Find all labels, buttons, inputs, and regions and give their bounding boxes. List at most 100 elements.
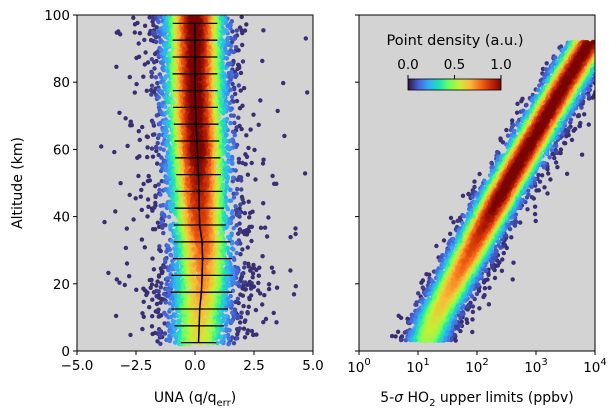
left-density-point-456 xyxy=(237,211,242,216)
left-density-point-157 xyxy=(132,90,137,95)
left-density-point-230 xyxy=(145,154,150,160)
left-density-point-655 xyxy=(165,243,171,249)
left-density-point-725 xyxy=(159,75,164,80)
left-density-point-204 xyxy=(154,148,159,154)
left-density-point-155 xyxy=(302,171,308,176)
left-density-point-1630 xyxy=(168,96,173,101)
left-density-point-285 xyxy=(148,38,154,43)
left-density-point-763 xyxy=(227,139,232,144)
left-density-point-308 xyxy=(243,318,248,323)
left-density-point-375 xyxy=(151,16,156,22)
left-density-point-39 xyxy=(127,192,132,198)
left-density-point-399 xyxy=(153,39,159,45)
left-density-point-42 xyxy=(150,227,156,232)
left-density-point-538 xyxy=(163,257,168,262)
left-density-point-373 xyxy=(158,341,163,346)
left-density-point-434 xyxy=(154,113,159,118)
left-density-point-585 xyxy=(155,29,160,34)
left-density-point-73 xyxy=(250,275,255,280)
left-density-point-403 xyxy=(239,187,244,192)
left-density-point-98 xyxy=(246,261,251,266)
left-density-point-307 xyxy=(238,252,243,257)
left-density-point-1739 xyxy=(221,252,226,257)
left-density-point-156 xyxy=(261,157,266,162)
left-density-point-162 xyxy=(160,269,165,274)
left-density-point-3436 xyxy=(201,319,206,324)
left-density-point-325 xyxy=(147,15,152,20)
left-density-point-626 xyxy=(226,342,231,347)
left-density-point-1021 xyxy=(172,340,178,345)
left-density-point-511 xyxy=(157,187,162,193)
left-density-point-300 xyxy=(151,23,156,28)
left-density-point-253 xyxy=(251,332,256,338)
left-density-point-393 xyxy=(240,271,245,277)
left-density-point-778 xyxy=(159,47,164,53)
left-density-point-110 xyxy=(288,234,293,240)
left-density-point-4 xyxy=(124,226,129,231)
left-density-point-101 xyxy=(128,332,133,338)
left-density-point-259 xyxy=(251,112,256,117)
left-density-point-352 xyxy=(149,146,155,151)
left-density-point-627 xyxy=(229,70,234,75)
left-density-point-487 xyxy=(161,291,167,297)
left-density-point-1311 xyxy=(223,218,228,223)
left-density-point-573 xyxy=(160,210,165,216)
left-density-point-568 xyxy=(158,162,164,167)
left-density-point-212 xyxy=(145,290,150,295)
left-density-point-570 xyxy=(232,133,237,138)
left-density-point-1072 xyxy=(165,69,170,74)
left-density-point-430 xyxy=(154,145,159,150)
left-density-point-323 xyxy=(142,37,147,43)
left-density-point-228 xyxy=(142,23,148,28)
left-density-point-1131 xyxy=(164,56,169,62)
left-density-point-522 xyxy=(162,214,167,219)
left-density-point-1248 xyxy=(222,117,227,123)
left-density-point-406 xyxy=(157,244,162,249)
left-density-point-124 xyxy=(131,15,136,20)
left-density-point-312 xyxy=(245,310,250,315)
left-density-point-327 xyxy=(162,321,167,326)
left-density-point-210 xyxy=(261,28,266,33)
left-density-point-146 xyxy=(135,20,140,26)
left-density-point-128 xyxy=(234,98,240,104)
left-density-point-118 xyxy=(271,310,276,316)
left-density-point-111 xyxy=(128,119,133,124)
left-density-point-347 xyxy=(152,132,157,137)
left-density-point-388 xyxy=(149,92,154,97)
left-density-point-1057 xyxy=(163,104,168,110)
left-density-point-689 xyxy=(231,226,236,231)
left-density-point-179 xyxy=(141,314,146,319)
left-density-point-40 xyxy=(238,70,244,76)
left-density-point-223 xyxy=(270,173,275,179)
left-density-point-222 xyxy=(262,225,268,230)
left-density-point-59 xyxy=(249,328,255,334)
left-density-point-517 xyxy=(163,300,168,305)
left-density-point-817 xyxy=(168,314,174,320)
left-density-point-168 xyxy=(248,127,253,132)
left-density-point-942 xyxy=(222,334,228,339)
left-density-point-131 xyxy=(241,85,247,91)
left-density-point-245 xyxy=(246,229,252,234)
left-density-point-14 xyxy=(282,133,287,139)
left-density-point-534 xyxy=(164,249,169,254)
left-density-point-198 xyxy=(113,313,119,319)
left-density-point-70 xyxy=(241,303,246,309)
left-density-point-227 xyxy=(266,286,272,292)
left-density-point-948 xyxy=(219,339,224,345)
left-density-point-69 xyxy=(271,270,276,275)
left-density-point-383 xyxy=(156,289,161,294)
left-density-point-370 xyxy=(158,285,163,290)
left-density-point-465 xyxy=(234,72,239,77)
left-density-point-1023 xyxy=(226,251,232,256)
left-density-point-729 xyxy=(167,338,172,344)
left-density-point-1434 xyxy=(171,177,176,183)
left-density-point-1328 xyxy=(175,313,180,319)
left-density-point-4028 xyxy=(205,276,210,281)
left-density-point-953 xyxy=(226,146,231,151)
left-density-point-408 xyxy=(156,182,161,187)
left-density-point-1 xyxy=(150,314,155,319)
left-density-point-144 xyxy=(135,155,140,160)
left-density-point-26 xyxy=(262,293,267,298)
left-density-point-37 xyxy=(145,214,150,219)
left-density-point-717 xyxy=(167,301,172,306)
